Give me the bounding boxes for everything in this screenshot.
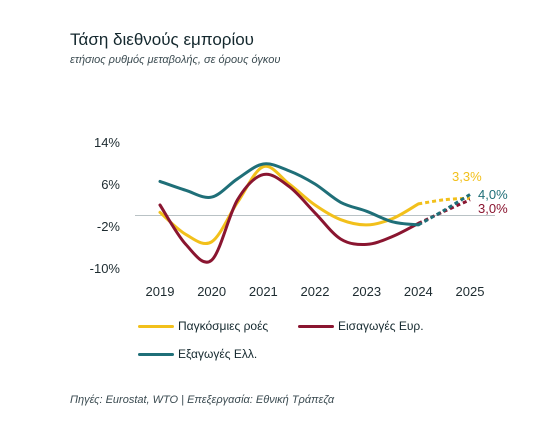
x-tick-label: 2024 <box>404 284 433 299</box>
y-tick-label: 14% <box>94 135 120 150</box>
y-tick-label: -10% <box>90 261 121 276</box>
x-tick-label: 2023 <box>352 284 381 299</box>
data-label-eu: 3,0% <box>478 201 508 216</box>
y-tick-label: -2% <box>97 219 121 234</box>
x-tick-label: 2022 <box>301 284 330 299</box>
legend-swatch-global <box>138 324 174 328</box>
data-label-gr: 4,0% <box>478 187 508 202</box>
legend-label-global: Παγκόσμιες ροές <box>178 319 269 333</box>
legend-swatch-eu <box>298 324 334 328</box>
data-label-global: 3,3% <box>452 169 482 184</box>
legend-label-gr: Εξαγωγές Ελλ. <box>178 347 258 361</box>
series-line-eu <box>158 172 420 264</box>
legend-item-gr: Εξαγωγές Ελλ. <box>138 347 257 361</box>
y-tick-label: 6% <box>101 177 120 192</box>
x-tick-label: 2025 <box>456 284 485 299</box>
legend-label-eu: Εισαγωγές Ευρ. <box>338 319 424 333</box>
series-line-global <box>158 164 420 246</box>
legend-swatch-gr <box>138 352 174 356</box>
source-note: Πηγές: Eurostat, WTO | Επεξεργασία: Εθνι… <box>70 394 335 406</box>
legend-item-eu: Εισαγωγές Ευρ. <box>298 319 424 333</box>
series-forecast-gr <box>417 193 471 227</box>
x-tick-label: 2021 <box>249 284 278 299</box>
chart-subtitle: ετήσιος ρυθμός μεταβολής, σε όρους όγκου <box>70 54 281 66</box>
x-tick-label: 2020 <box>197 284 226 299</box>
x-tick-label: 2019 <box>146 284 175 299</box>
series-line-gr <box>158 162 420 227</box>
chart-title: Τάση διεθνούς εμπορίου <box>70 30 254 49</box>
legend-item-global: Παγκόσμιες ροές <box>138 319 268 333</box>
